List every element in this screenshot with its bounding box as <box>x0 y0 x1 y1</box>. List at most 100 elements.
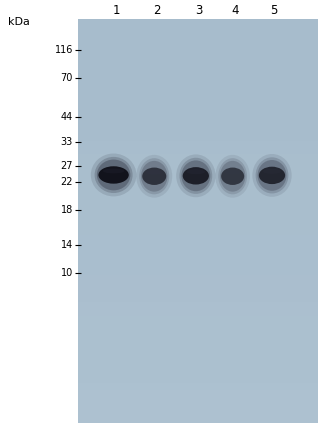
Bar <box>78 228 318 235</box>
Ellipse shape <box>187 169 205 174</box>
Bar <box>78 67 318 73</box>
Bar <box>78 275 318 282</box>
Bar <box>78 121 318 127</box>
Text: 116: 116 <box>55 44 73 55</box>
Ellipse shape <box>136 155 172 198</box>
Bar <box>78 53 318 60</box>
Bar <box>78 397 318 403</box>
Bar <box>78 410 318 416</box>
Bar <box>78 349 318 356</box>
Bar <box>78 80 318 87</box>
Bar <box>78 349 318 356</box>
Bar <box>78 194 318 201</box>
Bar <box>78 302 318 309</box>
Bar <box>78 416 318 423</box>
Bar <box>78 53 318 60</box>
Text: 3: 3 <box>195 4 202 17</box>
Bar <box>78 127 318 134</box>
Bar <box>78 241 318 248</box>
Bar <box>78 295 318 302</box>
Bar <box>78 363 318 369</box>
Bar <box>78 248 318 255</box>
Ellipse shape <box>183 167 209 184</box>
Bar <box>78 343 318 349</box>
Text: 44: 44 <box>61 111 73 122</box>
Bar <box>78 376 318 383</box>
Bar <box>78 222 318 228</box>
Bar <box>78 410 318 416</box>
Bar <box>78 369 318 376</box>
Bar <box>78 134 318 141</box>
Ellipse shape <box>180 158 212 194</box>
Ellipse shape <box>256 157 288 194</box>
Bar <box>78 194 318 201</box>
Text: 33: 33 <box>61 137 73 147</box>
Bar <box>78 168 318 174</box>
Bar <box>78 141 318 147</box>
Text: kDa: kDa <box>8 17 30 27</box>
Bar <box>78 168 318 174</box>
Ellipse shape <box>258 160 286 191</box>
Bar <box>78 33 318 40</box>
Bar <box>78 369 318 376</box>
Bar <box>78 322 318 329</box>
Bar <box>78 46 318 53</box>
Text: 4: 4 <box>231 4 239 17</box>
Bar <box>78 282 318 289</box>
Bar <box>78 181 318 188</box>
Ellipse shape <box>139 158 169 194</box>
Ellipse shape <box>259 167 285 184</box>
Bar <box>78 309 318 316</box>
Bar <box>78 40 318 46</box>
Bar <box>78 174 318 181</box>
Bar <box>78 269 318 275</box>
Bar <box>78 107 318 114</box>
Bar <box>78 363 318 369</box>
Bar <box>78 329 318 336</box>
Bar <box>78 322 318 329</box>
Bar <box>78 329 318 336</box>
Bar <box>78 100 318 107</box>
Bar <box>78 80 318 87</box>
Ellipse shape <box>142 168 166 185</box>
Ellipse shape <box>252 154 292 197</box>
Text: 70: 70 <box>60 73 73 83</box>
Text: 22: 22 <box>60 177 73 187</box>
Bar <box>78 73 318 80</box>
Bar <box>78 181 318 188</box>
Ellipse shape <box>218 158 247 194</box>
Bar <box>78 201 318 208</box>
Text: 1: 1 <box>113 4 121 17</box>
Bar <box>78 295 318 302</box>
Bar <box>78 107 318 114</box>
Bar <box>78 269 318 275</box>
Text: 10: 10 <box>61 268 73 278</box>
Bar <box>78 282 318 289</box>
Bar <box>78 154 318 161</box>
Bar <box>78 33 318 40</box>
Bar <box>78 248 318 255</box>
Bar <box>78 161 318 168</box>
Ellipse shape <box>215 155 250 198</box>
Bar <box>78 241 318 248</box>
Bar <box>78 390 318 397</box>
Bar <box>78 208 318 215</box>
Bar <box>78 235 318 241</box>
Ellipse shape <box>220 161 245 192</box>
Ellipse shape <box>95 157 132 193</box>
Bar <box>78 161 318 168</box>
Bar <box>78 356 318 363</box>
Bar <box>78 383 318 390</box>
Bar <box>78 127 318 134</box>
Text: 27: 27 <box>60 161 73 172</box>
Bar <box>78 255 318 262</box>
Bar <box>78 235 318 241</box>
Bar <box>78 302 318 309</box>
Bar <box>78 114 318 121</box>
Bar <box>78 87 318 93</box>
Bar <box>78 93 318 100</box>
Ellipse shape <box>225 170 241 175</box>
Bar <box>78 26 318 33</box>
Bar <box>78 147 318 154</box>
Bar <box>78 60 318 67</box>
